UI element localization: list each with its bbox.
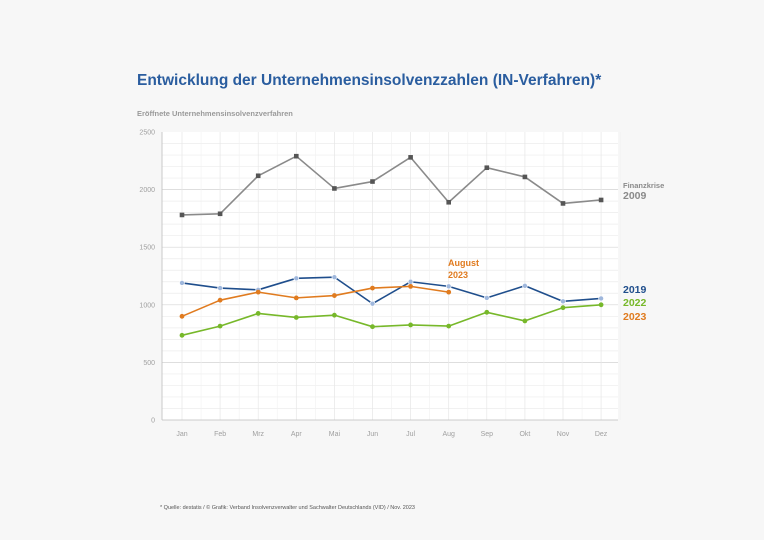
data-point [293,315,299,320]
data-point [217,211,223,217]
x-tick-label: Okt [519,431,530,438]
series-label-2022: 2022 [623,297,647,309]
data-point [331,274,338,280]
x-tick-label: Mrz [252,431,264,438]
x-tick-label: Dez [595,431,608,438]
annotation-line2: 2023 [448,270,468,280]
data-point [598,197,604,203]
data-point [369,300,376,307]
series-line-2022 [181,304,602,337]
data-point [332,312,337,318]
chart-title: Entwicklung der Unternehmensinsolvenzzah… [137,72,602,89]
plot-area [162,132,618,420]
x-tick-label: Jan [176,431,187,438]
y-tick-label: 1500 [139,245,155,252]
data-point [255,173,261,179]
data-point [332,186,337,191]
data-point [560,201,566,206]
data-point [483,295,490,301]
data-point [522,282,528,289]
data-point [445,283,452,290]
source-note: * Quelle: destatis / © Grafik: Verband I… [160,505,415,511]
data-point [217,323,223,329]
data-point [522,174,528,180]
data-point [598,302,604,308]
data-point [179,280,185,286]
data-point [332,293,337,298]
annotation-line1: August [448,258,479,268]
x-tick-label: Aug [442,431,455,438]
data-point [484,309,490,315]
data-point [255,289,261,295]
data-point [408,322,413,328]
data-point [408,155,413,160]
data-point [408,283,413,289]
data-point [370,285,375,291]
series-label-2023: 2023 [623,311,647,323]
data-point [179,332,185,338]
y-tick-label: 500 [143,360,155,367]
data-point [255,311,261,316]
series-label-2019: 2019 [623,284,647,296]
data-point [446,323,452,329]
data-point [522,318,528,324]
x-tick-label: Apr [291,431,303,438]
y-tick-label: 1000 [139,302,155,309]
series-label-2009-line2: 2009 [623,190,647,202]
series-line-2023 [181,285,449,318]
data-point [484,165,490,171]
data-point [370,324,375,330]
data-point [446,199,451,205]
data-point [560,305,566,311]
data-point [294,153,299,159]
y-tick-label: 2000 [139,187,155,194]
x-tick-label: Jun [367,431,378,438]
data-point [407,278,414,285]
data-point [370,179,375,184]
x-tick-label: Nov [557,431,570,438]
series-line-2019 [181,276,602,305]
data-point [217,285,223,291]
x-tick-label: Feb [214,431,226,438]
x-tick-label: Jul [406,431,415,438]
y-tick-label: 0 [151,418,155,425]
data-point [179,212,185,218]
data-point [179,313,185,319]
series-label-2009-line1: Finanzkrise [623,181,664,190]
y-tick-label: 2500 [139,130,155,137]
data-point [293,275,300,282]
series-line-2009 [181,155,602,216]
data-point [560,298,566,305]
data-point [217,297,223,303]
x-tick-label: Sep [481,431,494,438]
chart-subtitle: Eröffnete Unternehmensinsolvenzverfahren [137,109,293,118]
x-tick-label: Mai [329,431,341,438]
data-point [293,295,299,301]
data-point [598,295,604,302]
data-point [446,289,452,295]
